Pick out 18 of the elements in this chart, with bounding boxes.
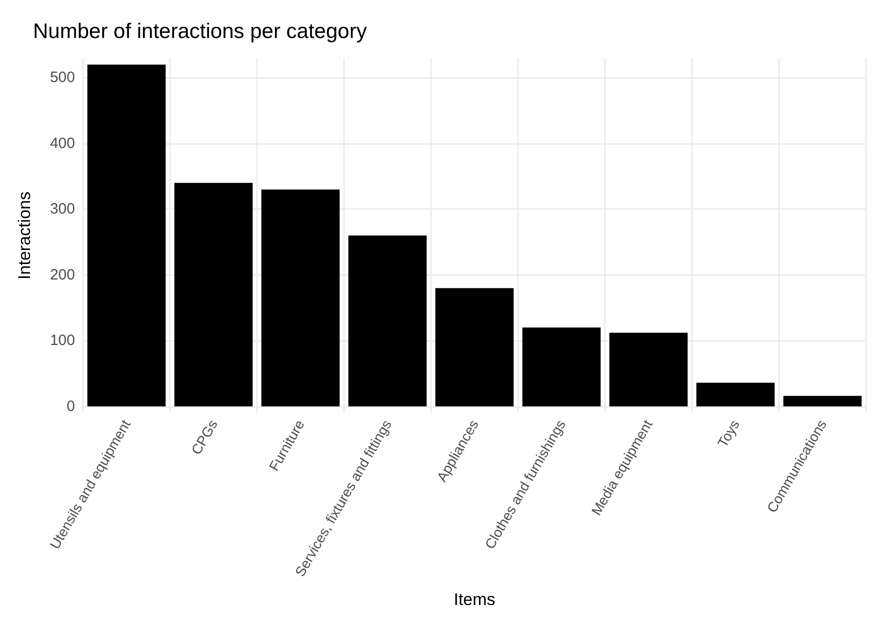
bar [435,288,514,406]
bar [348,236,427,406]
chart-title: Number of interactions per category [33,20,368,43]
y-tick-label: 100 [50,332,75,350]
bar [609,332,688,406]
y-axis-title: Interactions [15,192,34,280]
bar [261,189,340,406]
bar [522,328,601,406]
y-tick-label: 200 [50,266,75,284]
bar [696,382,775,406]
y-tick-label: 300 [50,200,75,218]
bar [87,64,166,406]
x-axis-title: Items [454,590,496,609]
bar [174,182,253,406]
y-tick-label: 0 [66,398,75,415]
bar [783,396,862,406]
y-tick-label: 500 [50,69,75,86]
y-tick-label: 400 [50,134,75,152]
